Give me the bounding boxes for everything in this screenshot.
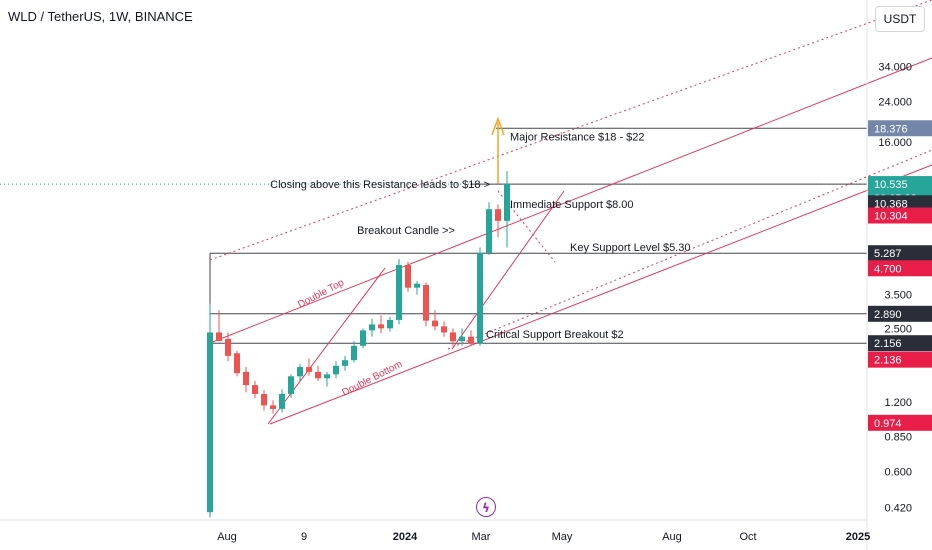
- x-tick-label: Aug: [217, 531, 237, 543]
- price-tag-text: 10.535: [874, 179, 908, 191]
- x-tick-label: Mar: [472, 531, 491, 543]
- candle-body: [486, 209, 492, 253]
- candle-body: [423, 285, 429, 321]
- price-tag-text: 10.304: [874, 211, 908, 223]
- price-axis[interactable]: 50.00034.00024.00016.0003.5002.5001.2000…: [866, 0, 912, 550]
- candle-body: [243, 371, 249, 386]
- immediate-support-label: Immediate Support $8.00: [510, 199, 634, 211]
- candle-body: [459, 336, 465, 342]
- candle-body: [396, 265, 402, 320]
- price-tag-bg: [868, 335, 932, 352]
- y-tick-label: 34.000: [878, 62, 912, 74]
- price-tag-text: 2.890: [874, 309, 902, 321]
- price-tag-text: 2.136: [874, 355, 902, 367]
- price-tags: 18.37610.53520:05:3310.36810.3045.2874.7…: [868, 120, 932, 431]
- major-resistance-label: Major Resistance $18 - $22: [510, 131, 645, 143]
- x-tick-label: May: [552, 531, 573, 543]
- candle-body: [297, 367, 303, 377]
- x-tick-label: 2025: [846, 531, 870, 543]
- y-tick-label: 16.000: [878, 137, 912, 149]
- price-tag-text: 18.376: [874, 123, 908, 135]
- price-tag-bg: [868, 351, 932, 368]
- candle-body: [207, 332, 213, 513]
- currency-button[interactable]: USDT: [875, 6, 925, 32]
- y-tick-label: 3.500: [884, 290, 912, 302]
- y-tick-label: 0.420: [884, 502, 912, 514]
- candle-body: [369, 324, 375, 331]
- candle-body: [351, 345, 357, 361]
- price-tag-text: 10.368: [874, 198, 908, 210]
- candles: [207, 171, 510, 518]
- channel-line-5: [451, 190, 565, 350]
- y-tick-label: 0.600: [884, 467, 912, 479]
- price-tag-bg: [868, 260, 932, 277]
- lightning-icon[interactable]: ϟ: [476, 497, 496, 517]
- candle-body: [288, 376, 294, 394]
- key-support-label: Key Support Level $5.30: [570, 242, 690, 254]
- critical-support-label: Critical Support Breakout $2: [486, 329, 624, 341]
- trend-channels: [209, 0, 932, 425]
- candle-body: [450, 332, 456, 342]
- symbol-title[interactable]: WLD / TetherUS, 1W, BINANCE: [8, 9, 193, 24]
- price-tag-bg: [868, 120, 932, 137]
- price-tag-bg: [868, 414, 932, 431]
- price-tag-bg: [868, 305, 932, 322]
- candle-body: [279, 393, 285, 409]
- closing-above-label: Closing above this Resistance leads to $…: [270, 179, 490, 191]
- candle-body: [261, 393, 267, 406]
- candle-body: [342, 360, 348, 366]
- channel-line-4: [267, 267, 386, 425]
- time-axis[interactable]: Aug 9 2024 Mar May Aug Oct 2025: [0, 519, 870, 543]
- price-tag-bg: [868, 207, 932, 224]
- candle-body: [414, 283, 420, 288]
- target-arrow-head: [491, 116, 505, 136]
- candle-body: [315, 371, 321, 379]
- candle-body: [216, 332, 222, 342]
- candle-body: [225, 338, 231, 356]
- candle-body: [477, 252, 483, 344]
- candle-body: [234, 353, 240, 374]
- price-tag-text: 5.287: [874, 248, 902, 260]
- candle-body: [468, 336, 474, 344]
- price-tag-text: 4.700: [874, 263, 902, 275]
- price-tag-text: 0.974: [874, 418, 902, 430]
- double-bottom-label: Double Bottom: [340, 359, 404, 399]
- channel-line-2: [269, 164, 932, 425]
- candle-body: [306, 367, 312, 372]
- candle-body: [378, 324, 384, 329]
- horizontal-levels: [0, 127, 867, 344]
- candle-body: [270, 405, 276, 409]
- candle-body: [504, 184, 510, 221]
- x-tick-label: 2024: [393, 531, 418, 543]
- y-tick-label: 0.850: [884, 432, 912, 444]
- double-top-label: Double Top: [296, 277, 346, 311]
- x-tick-label: Aug: [662, 531, 682, 543]
- channel-line-0: [209, 57, 932, 344]
- candle-body: [360, 330, 366, 346]
- channel-line-1: [209, 0, 932, 261]
- candle-body: [333, 365, 339, 375]
- price-tag-bg: [868, 245, 932, 262]
- x-tick-label: Oct: [739, 531, 756, 543]
- x-tick-label: 9: [301, 531, 307, 543]
- candle-body: [405, 265, 411, 288]
- candle-body: [495, 209, 501, 221]
- candle-body: [432, 320, 438, 327]
- breakout-candle-label: Breakout Candle >>: [357, 225, 455, 237]
- y-tick-label: 2.500: [884, 323, 912, 335]
- price-tag-text: 2.156: [874, 338, 902, 350]
- candle-body: [441, 326, 447, 333]
- candle-body: [252, 385, 258, 394]
- y-tick-label: 24.000: [878, 96, 912, 108]
- y-tick-label: 1.200: [884, 397, 912, 409]
- candle-body: [324, 374, 330, 379]
- candle-body: [387, 319, 393, 329]
- price-tag-bg: [868, 195, 932, 212]
- channel-line-3: [447, 149, 932, 350]
